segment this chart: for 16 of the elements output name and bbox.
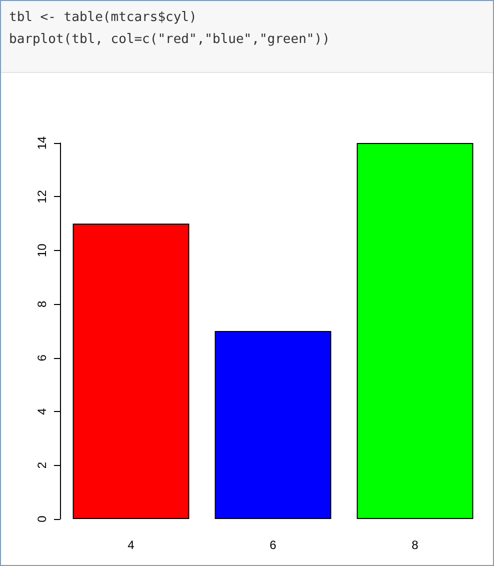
- y-tick-label: 4: [35, 408, 49, 415]
- y-tick-label: 14: [35, 136, 49, 150]
- y-tick-label: 6: [35, 354, 49, 362]
- text: barplot(tbl, col=c("red","blue","green")): [9, 31, 331, 49]
- y-tick-label: 2: [35, 462, 49, 469]
- y-tick-label: 8: [35, 300, 49, 308]
- text: tbl <- table(mtcars$cyl): [9, 9, 198, 27]
- y-tick-label: 10: [35, 243, 49, 258]
- bar: [214, 331, 332, 519]
- bar: [72, 224, 190, 519]
- x-tick-label: 8: [412, 538, 419, 552]
- x-tick-label: 6: [270, 538, 277, 552]
- bar: [356, 143, 474, 519]
- y-tick-label: 12: [35, 190, 49, 204]
- x-tick-label: 4: [128, 538, 135, 552]
- y-tick-label: 0: [35, 515, 49, 522]
